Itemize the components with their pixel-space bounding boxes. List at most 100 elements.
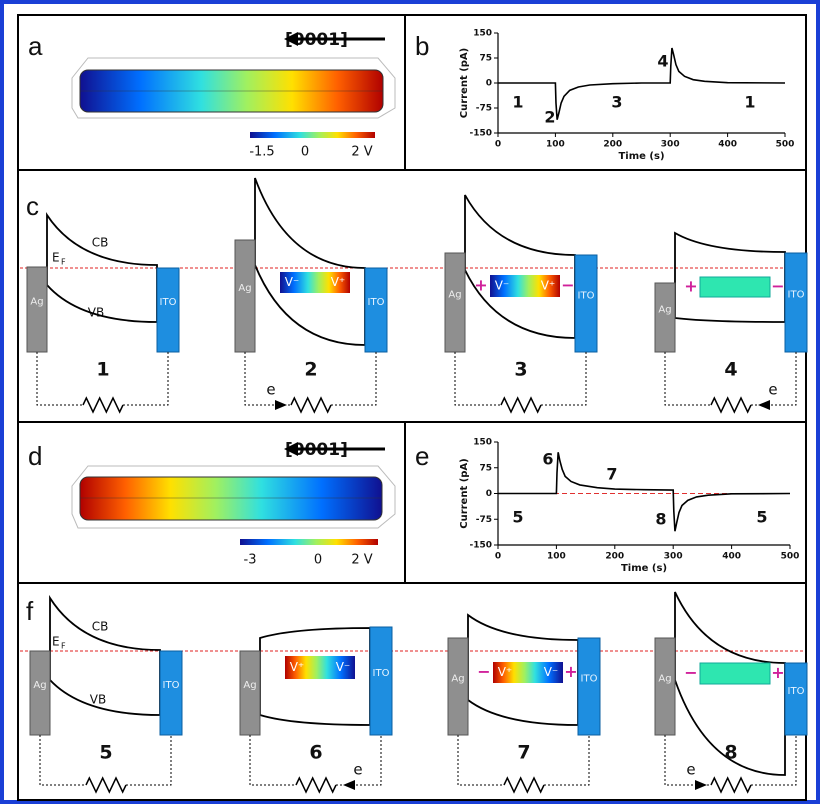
charge-label: V⁺ — [331, 275, 346, 289]
ito-label: ITO — [160, 297, 177, 308]
state-number: 4 — [724, 359, 737, 381]
electron-arrow — [695, 780, 707, 790]
x-axis-label: Time (s) — [621, 563, 667, 574]
y-tick-label: 0 — [486, 489, 492, 499]
ito-contact — [160, 651, 182, 735]
x-tick-label: 500 — [776, 140, 795, 150]
fermi-label: E — [52, 635, 60, 649]
ito-contact — [365, 268, 387, 352]
ito-contact — [575, 255, 597, 352]
ag-contact — [655, 638, 675, 735]
ito-label: ITO — [581, 674, 598, 685]
ito-contact — [578, 638, 600, 735]
sign: + — [474, 276, 487, 295]
sign: + — [564, 662, 577, 681]
colorbar — [240, 539, 378, 545]
ag-label: Ag — [238, 283, 251, 294]
ag-contact — [30, 651, 50, 735]
x-tick-label: 200 — [605, 552, 624, 562]
annotation: 1 — [512, 93, 523, 112]
ag-contact — [448, 638, 468, 735]
x-tick-label: 300 — [664, 552, 683, 562]
charge-label: V⁻ — [544, 665, 559, 679]
annotation: 5 — [756, 508, 767, 527]
ag-contact — [655, 283, 675, 352]
charge-box — [700, 663, 770, 684]
resistor — [504, 778, 544, 792]
sign: − — [477, 662, 490, 681]
ag-contact — [27, 267, 47, 352]
x-tick-label: 300 — [661, 140, 680, 150]
charge-label: V⁺ — [541, 279, 556, 293]
x-axis-label: Time (s) — [618, 151, 664, 162]
annotation: 4 — [657, 52, 668, 71]
x-tick-label: 200 — [603, 140, 622, 150]
annotation: 5 — [512, 508, 523, 527]
resistor — [86, 778, 126, 792]
x-tick-label: 400 — [718, 140, 737, 150]
colorbar — [250, 132, 375, 138]
y-tick-label: -150 — [469, 541, 492, 551]
ag-contact — [445, 253, 465, 352]
panel-label: f — [26, 596, 34, 626]
charge-box — [700, 277, 770, 297]
annotation: 2 — [544, 108, 555, 127]
ito-label: ITO — [368, 297, 385, 308]
ito-label: ITO — [578, 291, 595, 302]
ito-label: ITO — [373, 668, 390, 679]
outer-border — [2, 2, 818, 802]
charge-label: V⁻ — [336, 660, 351, 674]
electron-label: e — [768, 381, 777, 399]
ito-contact — [157, 268, 179, 352]
ag-label: Ag — [658, 305, 671, 316]
y-tick-label: 0 — [486, 79, 492, 89]
ag-label: Ag — [243, 680, 256, 691]
resistor — [711, 778, 751, 792]
annotation: 3 — [611, 93, 622, 112]
panel-label: e — [415, 441, 429, 471]
resistor — [296, 778, 336, 792]
y-tick-label: -75 — [476, 515, 492, 525]
resistor — [501, 398, 541, 412]
ag-contact — [235, 240, 255, 352]
annotation: 8 — [655, 510, 666, 529]
electron-arrow — [275, 400, 287, 410]
annotation: 1 — [744, 93, 755, 112]
data-line — [498, 48, 785, 120]
state-number: 7 — [517, 742, 530, 764]
electron-label: e — [266, 381, 275, 399]
panel-label: b — [415, 31, 429, 61]
charge-label: V⁻ — [285, 275, 300, 289]
charge-label: V⁺ — [290, 660, 305, 674]
cb-label: CB — [92, 236, 109, 250]
resistor — [291, 398, 331, 412]
ito-label: ITO — [788, 686, 805, 697]
state-number: 1 — [96, 359, 109, 381]
y-axis-label: Current (pA) — [459, 48, 470, 119]
state-number: 2 — [304, 359, 317, 381]
resistor — [83, 398, 123, 412]
electron-arrow — [343, 780, 355, 790]
y-axis-label: Current (pA) — [459, 458, 470, 529]
ag-label: Ag — [451, 674, 464, 685]
panel-label: c — [26, 191, 39, 221]
state-number: 8 — [724, 742, 737, 764]
ag-contact — [240, 651, 260, 735]
figure: a c d f [0001] -1.5 0 2 V [0001] -3 0 2 … — [0, 0, 820, 804]
fermi-label: E — [52, 251, 60, 265]
ito-contact — [785, 253, 807, 352]
state-number: 5 — [99, 742, 112, 764]
electron-label: e — [686, 761, 695, 779]
sign: + — [771, 663, 784, 682]
panel-label: a — [28, 31, 43, 61]
colorbar-label: 2 V — [351, 553, 372, 568]
ag-label: Ag — [658, 674, 671, 685]
colorbar-label: 2 V — [351, 145, 372, 160]
ito-contact — [785, 663, 807, 735]
x-tick-label: 100 — [546, 140, 565, 150]
sign: − — [771, 277, 784, 296]
band — [255, 178, 365, 345]
annotation: 6 — [542, 450, 553, 469]
cb-label: CB — [92, 620, 109, 634]
ag-label: Ag — [33, 680, 46, 691]
